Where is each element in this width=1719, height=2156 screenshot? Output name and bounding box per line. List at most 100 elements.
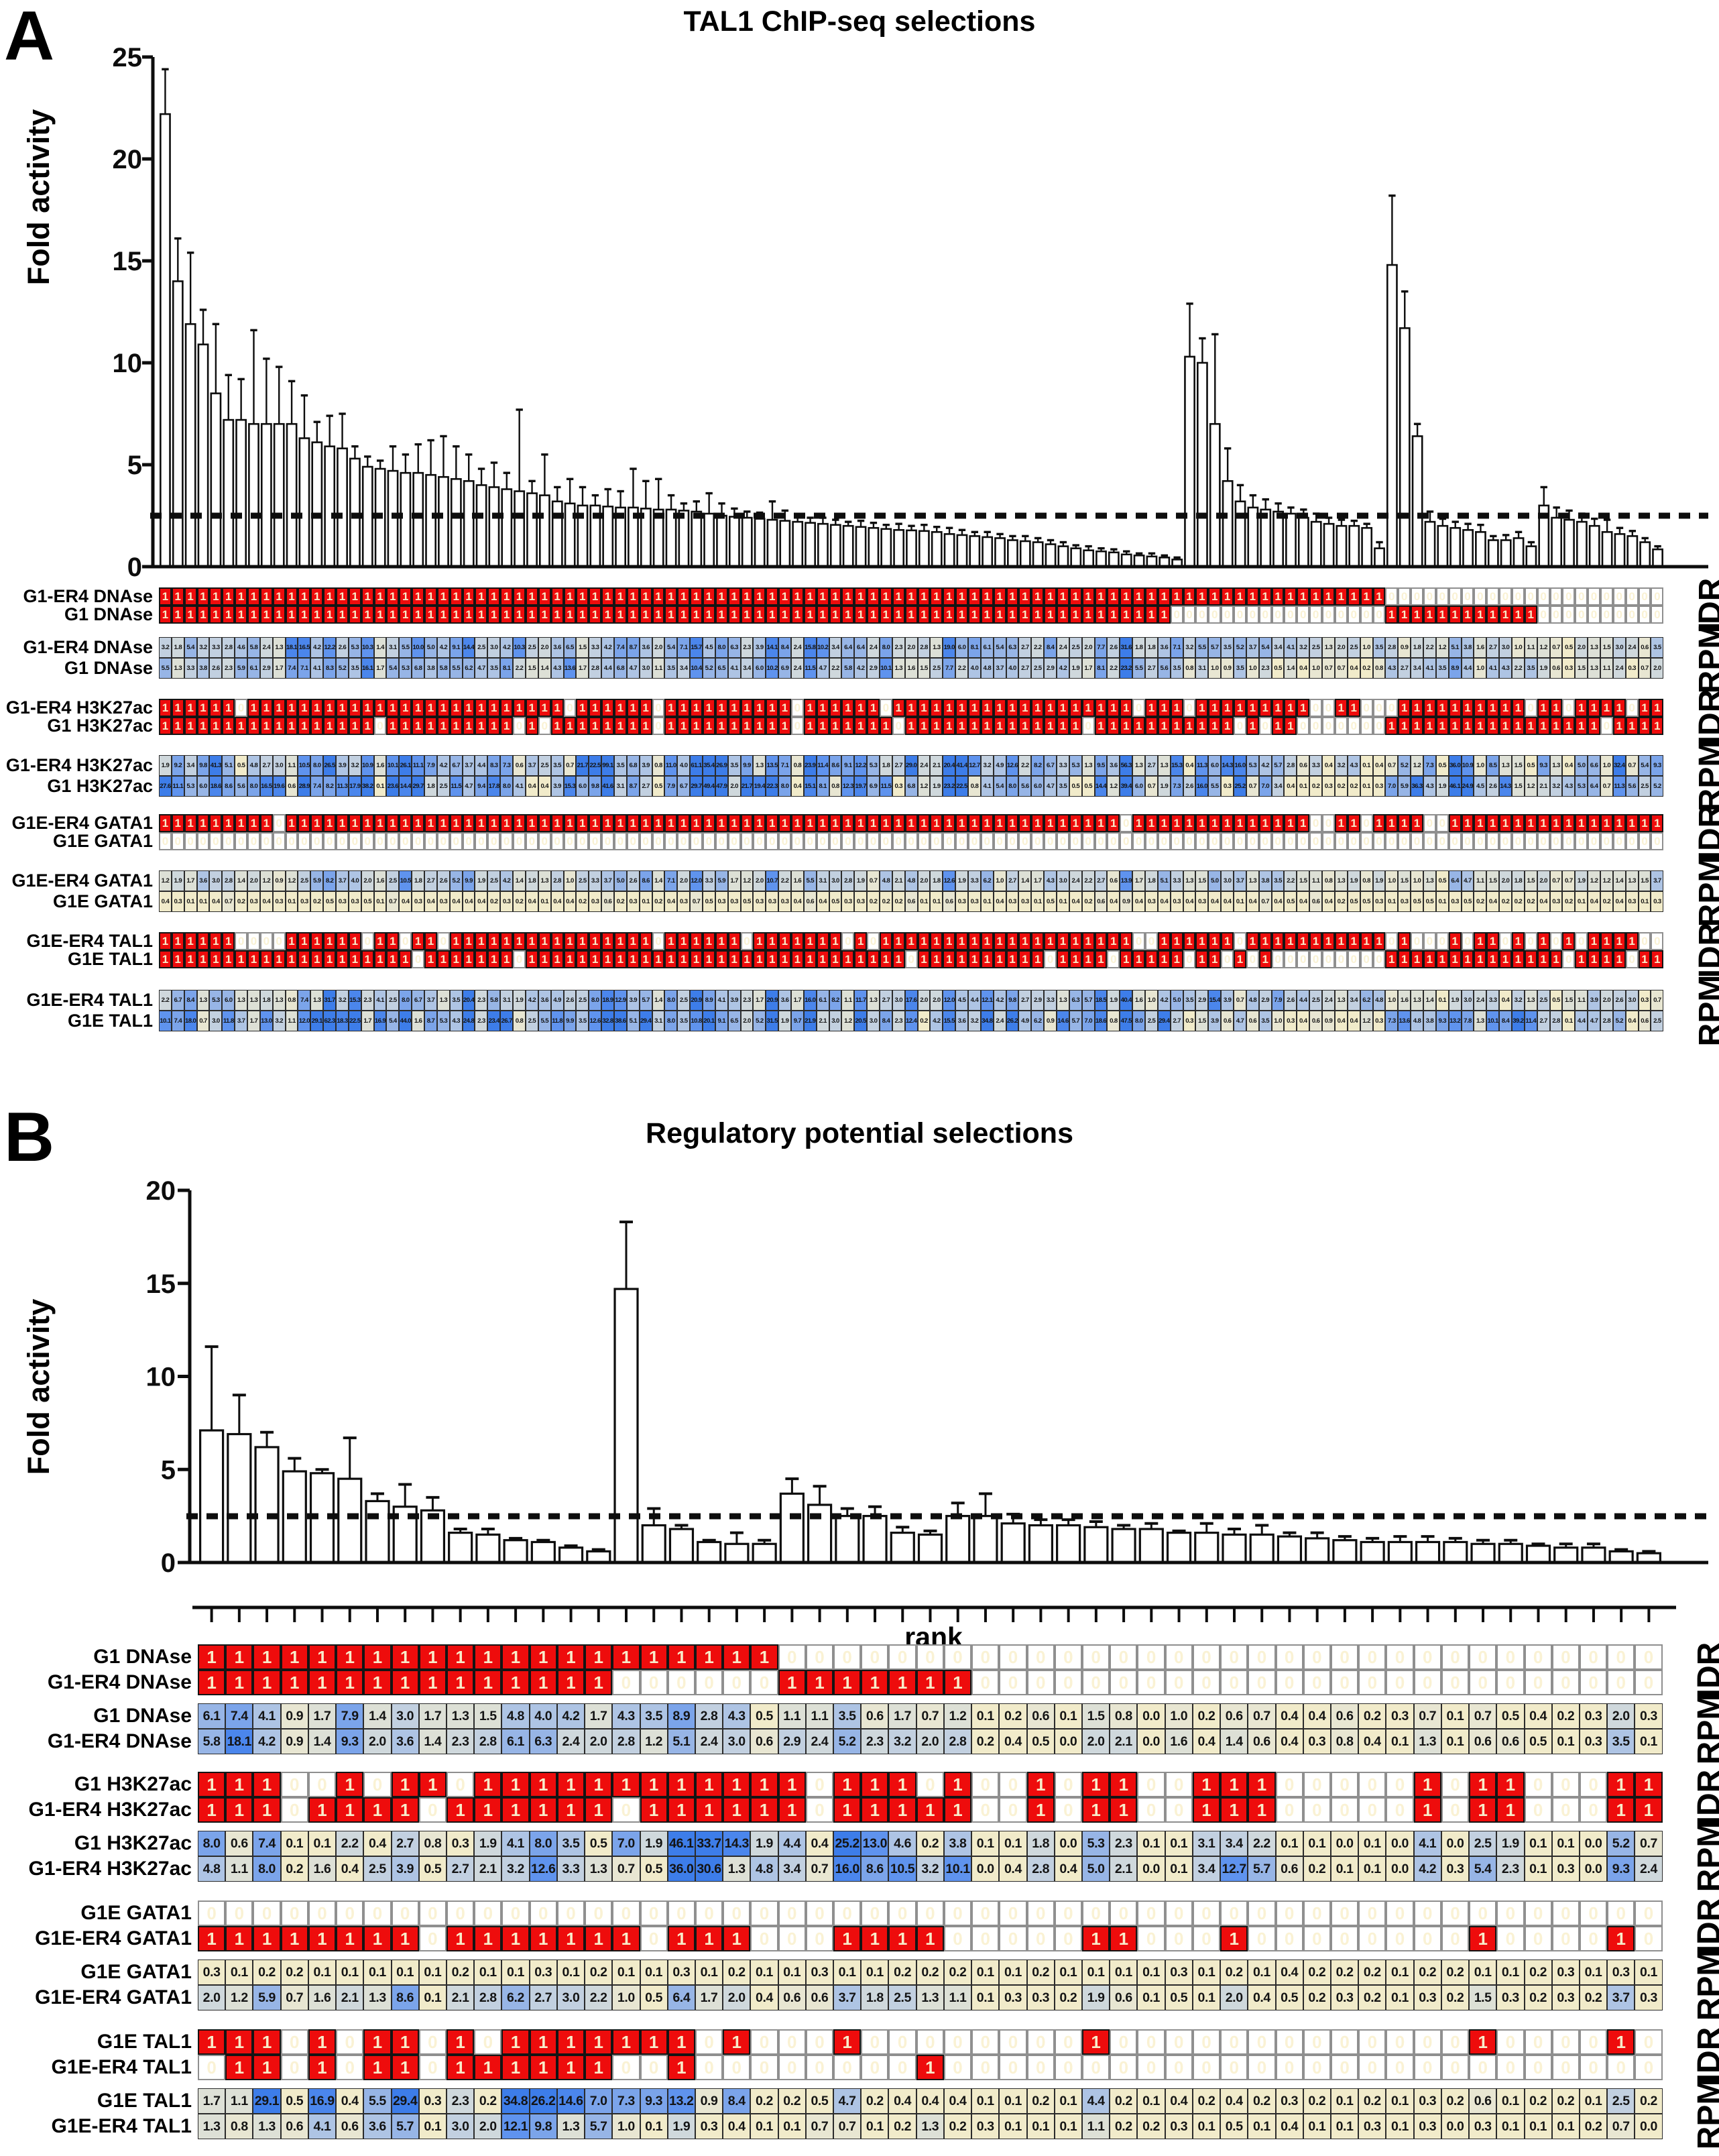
rpm-cell: 3.0 bbox=[272, 755, 286, 776]
rpm-cell: 2.1 bbox=[930, 755, 943, 776]
idr-cell: 1 bbox=[391, 1926, 419, 1951]
rpm-cell: 0.2 bbox=[750, 2088, 778, 2114]
idr-cell: 1 bbox=[1461, 606, 1474, 624]
rpm-cell: 4.2 bbox=[993, 990, 1006, 1011]
rpm-cell: 1.4 bbox=[235, 870, 248, 891]
rpm-cell: 0.6 bbox=[1469, 1729, 1497, 1754]
rpm-cell: 0.1 bbox=[1330, 1856, 1359, 1882]
rpm-cell: 6.3 bbox=[1006, 637, 1019, 658]
rpm-cell: 1.1 bbox=[778, 1703, 806, 1729]
rpm-cell: 9.1 bbox=[715, 1011, 728, 1031]
idr-cell: 1 bbox=[1322, 587, 1335, 606]
idr-cell: 1 bbox=[475, 606, 488, 624]
rpm-cell: 2.3 bbox=[740, 990, 754, 1011]
idr-cell: 0 bbox=[1221, 950, 1234, 968]
rpm-cell: 0.3 bbox=[1441, 1856, 1470, 1882]
rpm-cell: 2.2 bbox=[1423, 637, 1436, 658]
idr-cell: 1 bbox=[1208, 587, 1222, 606]
rpm-cell: 4.7 bbox=[1588, 1011, 1600, 1031]
rpm-cell: 4.2 bbox=[601, 637, 614, 658]
idr-cell: 1 bbox=[1474, 717, 1487, 735]
idr-cell: 0 bbox=[1183, 606, 1196, 624]
rpm-cell: 4.8 bbox=[879, 870, 892, 891]
idr-cell: 1 bbox=[323, 950, 337, 968]
rpm-cell: 1.1 bbox=[1082, 2114, 1110, 2139]
rpm-cell: 8.6 bbox=[829, 755, 842, 776]
rpm-cell: 3.3 bbox=[1057, 755, 1069, 776]
rpm-cell: 5.0 bbox=[1208, 870, 1222, 891]
rpm-cell: 2.7 bbox=[446, 1856, 475, 1882]
idr-cell: 1 bbox=[1145, 699, 1158, 717]
rpm-cell: 0.1 bbox=[971, 1960, 1000, 1985]
rpm-cell: 0.1 bbox=[418, 2114, 447, 2139]
idr-cell: 1 bbox=[740, 606, 754, 624]
idr-cell: 1 bbox=[556, 1772, 585, 1797]
rpm-cell: 2.5 bbox=[1069, 637, 1082, 658]
rpm-cell: 2.9 bbox=[867, 658, 880, 679]
rpm-cell: 1.8 bbox=[930, 870, 943, 891]
rpm-cell: 6.0 bbox=[955, 637, 968, 658]
rpm-cell: 7.9 bbox=[1271, 990, 1285, 1011]
track-label: G1E TAL1 bbox=[97, 2031, 192, 2053]
idr-cell: 1 bbox=[1625, 717, 1639, 735]
idr-cell: 0 bbox=[612, 2055, 640, 2080]
idr-cell: 1 bbox=[690, 950, 703, 968]
idr-cell: 1 bbox=[363, 1797, 392, 1823]
idr-cell: 0 bbox=[1137, 1797, 1165, 1823]
idr-cell: 0 bbox=[1411, 932, 1423, 950]
idr-cell: 0 bbox=[1385, 587, 1399, 606]
idr-cell: 1 bbox=[538, 587, 551, 606]
rpm-cell: 35.4 bbox=[702, 755, 715, 776]
idr-cell: 1 bbox=[930, 699, 943, 717]
rpm-cell: 12.0 bbox=[690, 870, 703, 891]
rpm-cell: 11.1 bbox=[412, 755, 425, 776]
idr-cell: 1 bbox=[1145, 950, 1158, 968]
rpm-cell: 0.4 bbox=[1347, 1011, 1360, 1031]
rpm-cell: 8.6 bbox=[639, 870, 652, 891]
rpm-cell: 0.1 bbox=[1137, 1960, 1165, 1985]
idr-cell: 0 bbox=[1347, 950, 1360, 968]
idr-cell: 1 bbox=[259, 950, 273, 968]
idr-cell: 1 bbox=[888, 1797, 916, 1823]
idr-cell: 0 bbox=[723, 1670, 751, 1695]
idr-cell: 1 bbox=[253, 1926, 281, 1951]
idr-cell: 1 bbox=[209, 814, 223, 832]
bar bbox=[501, 488, 513, 568]
idr-cell: 1 bbox=[916, 1670, 944, 1695]
rpm-cell: 0.2 bbox=[253, 1960, 281, 1985]
rpm-cell: 0.4 bbox=[790, 776, 804, 797]
rpm-track-row: 2.0 1.2 5.9 0.7 1.6 2.1 1.3 8.6 0.1 2.1 2.8 6.2 2.7 3… bbox=[198, 1985, 1663, 2010]
rpm-cell: 10.7 bbox=[766, 870, 779, 891]
idr-cell: 1 bbox=[943, 950, 956, 968]
rpm-cell: 7.9 bbox=[424, 755, 437, 776]
idr-cell: 0 bbox=[1496, 2055, 1525, 2080]
idr-cell: 0 bbox=[1607, 2055, 1635, 2080]
idr-cell: 0 bbox=[1275, 1670, 1303, 1695]
idr-cell: 1 bbox=[1044, 606, 1057, 624]
rpm-cell: 39.2 bbox=[1511, 1011, 1525, 1031]
idr-cell: 1 bbox=[159, 814, 172, 832]
rpm-cell: 0.2 bbox=[916, 1960, 944, 1985]
idr-cell: 0 bbox=[1234, 606, 1246, 624]
rpm-cell: 0.2 bbox=[280, 1960, 308, 1985]
rpm-cell: 7.4 bbox=[171, 1011, 184, 1031]
idr-cell: 0 bbox=[225, 1900, 253, 1926]
idr-cell: 1 bbox=[955, 699, 968, 717]
rpm-cell: 0.3 bbox=[1625, 891, 1639, 912]
side-label-rpm: RPM bbox=[1691, 1693, 1719, 1765]
idr-cell: 0 bbox=[805, 1926, 834, 1951]
idr-cell: 0 bbox=[1271, 606, 1285, 624]
rpm-cell: 0.9 bbox=[1120, 891, 1133, 912]
rpm-cell: 1.3 bbox=[753, 755, 766, 776]
rpm-cell: 2.8 bbox=[550, 870, 564, 891]
rpm-cell: 8.7 bbox=[626, 637, 640, 658]
idr-cell: 0 bbox=[1413, 1670, 1441, 1695]
rpm-cell: 5.0 bbox=[1170, 990, 1183, 1011]
idr-cell: 1 bbox=[556, 2055, 585, 2080]
idr-cell: 1 bbox=[1297, 932, 1310, 950]
rpm-cell: 0.4 bbox=[723, 2114, 751, 2139]
rpm-cell: 2.9 bbox=[778, 1729, 806, 1754]
rpm-cell: 1.9 bbox=[667, 2114, 695, 2139]
idr-cell: 1 bbox=[538, 699, 551, 717]
rpm-cell: 0.1 bbox=[1275, 1831, 1303, 1856]
